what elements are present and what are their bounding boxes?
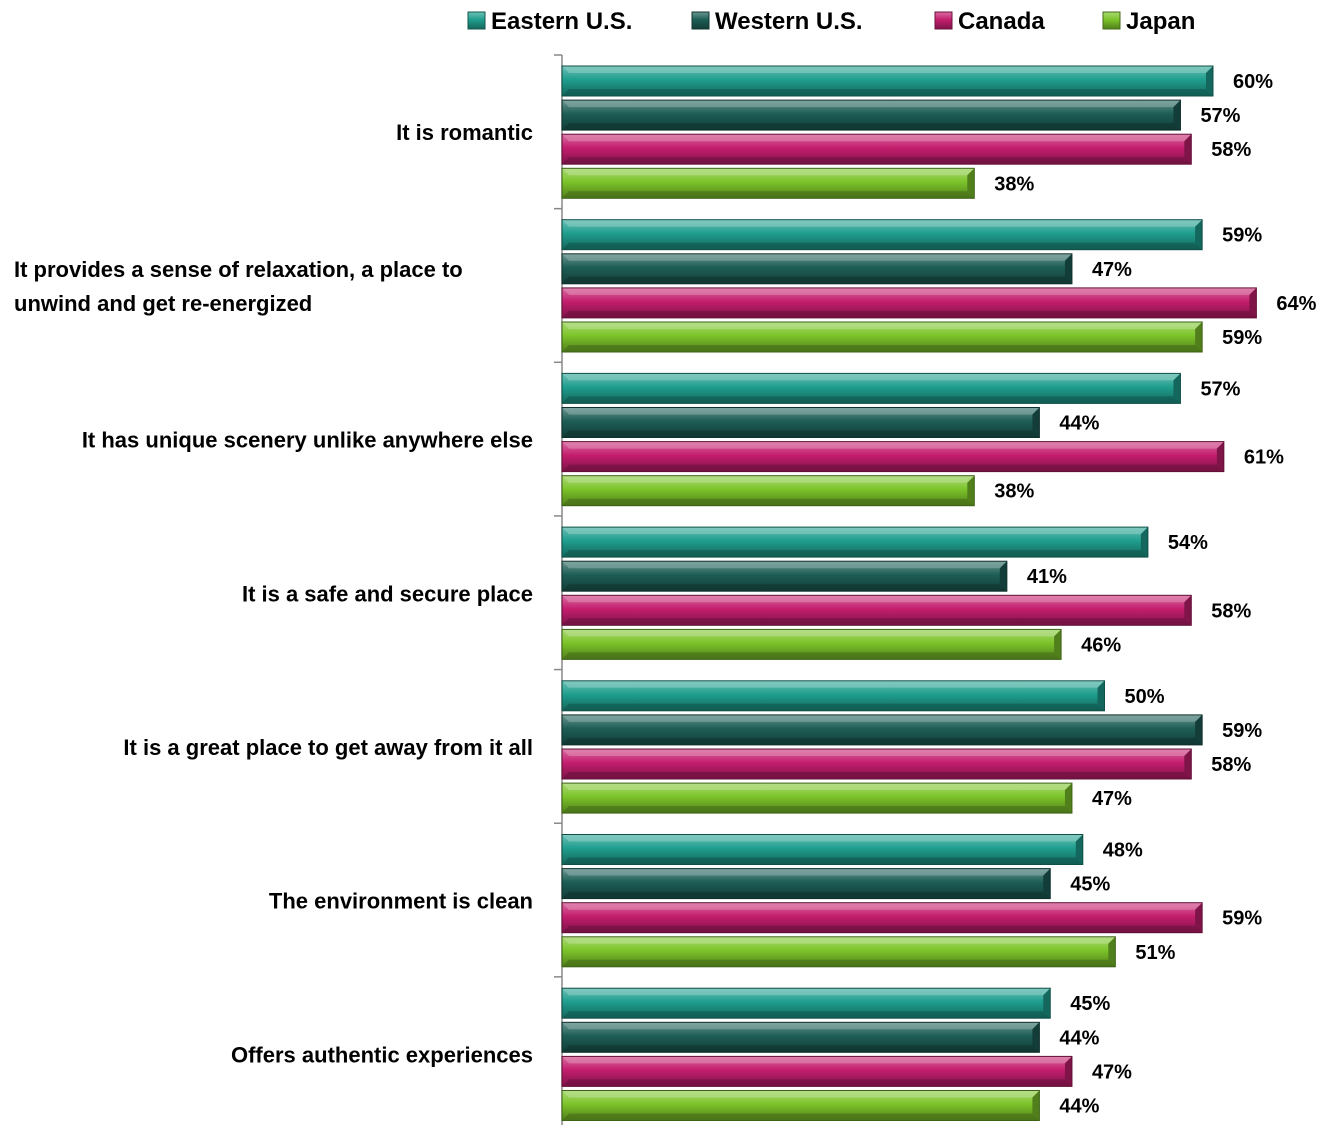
bar-canada <box>561 748 1192 780</box>
value-label: 47% <box>1092 1061 1132 1083</box>
value-label: 45% <box>1070 993 1110 1015</box>
value-label: 59% <box>1222 908 1262 930</box>
legend-label-eastern-u-s: Eastern U.S. <box>491 8 632 35</box>
bar-western-u-s <box>561 560 1008 592</box>
bar-eastern-u-s <box>561 834 1084 865</box>
bar-eastern-u-s <box>561 65 1214 97</box>
bar-japan <box>561 782 1073 814</box>
value-label: 59% <box>1222 225 1262 247</box>
bars <box>561 65 1257 1121</box>
bar-japan <box>561 475 975 507</box>
legend-swatch-canada <box>934 11 953 30</box>
value-label: 64% <box>1276 293 1316 315</box>
bar-canada <box>561 1055 1073 1087</box>
value-label: 50% <box>1125 686 1165 708</box>
value-label: 61% <box>1244 447 1284 469</box>
value-label: 38% <box>994 173 1034 195</box>
bar-canada <box>561 902 1203 934</box>
legend: Eastern U.S. Western U.S. Canada Japan <box>467 8 1195 35</box>
bar-japan <box>561 1090 1040 1121</box>
bar-canada <box>561 594 1192 626</box>
bar-canada <box>561 441 1225 473</box>
value-label: 44% <box>1059 1027 1099 1049</box>
value-label: 47% <box>1092 259 1132 281</box>
bar-canada <box>561 287 1257 319</box>
bar-eastern-u-s <box>561 680 1105 712</box>
bar-western-u-s <box>561 868 1051 900</box>
bar-eastern-u-s <box>561 219 1203 251</box>
bar-western-u-s <box>561 714 1203 746</box>
category-label: It is a safe and secure place <box>242 581 533 606</box>
category-label: Offers authentic experiences <box>231 1042 533 1067</box>
legend-label-japan: Japan <box>1126 8 1195 35</box>
value-label: 59% <box>1222 327 1262 349</box>
bar-western-u-s <box>561 407 1040 438</box>
category-label: It has unique scenery unlike anywhere el… <box>82 428 533 453</box>
value-label: 59% <box>1222 720 1262 742</box>
value-label: 51% <box>1135 942 1175 964</box>
category-label: It is a great place to get away from it … <box>123 735 533 760</box>
value-label: 44% <box>1059 413 1099 435</box>
category-labels: It is romantic It provides a sense of rel… <box>14 120 533 1067</box>
bar-eastern-u-s <box>561 526 1149 558</box>
legend-swatch-eastern-u-s <box>467 11 486 30</box>
value-label: 46% <box>1081 634 1121 656</box>
bar-japan <box>561 936 1116 968</box>
value-label: 45% <box>1070 874 1110 896</box>
legend-swatch-japan <box>1102 11 1121 30</box>
bar-japan <box>561 167 975 199</box>
bar-japan <box>561 321 1203 353</box>
legend-label-canada: Canada <box>958 8 1045 35</box>
value-label: 60% <box>1233 71 1273 93</box>
legend-label-western-u-s: Western U.S. <box>715 8 863 35</box>
category-axis <box>554 54 563 1125</box>
value-label: 54% <box>1168 532 1208 554</box>
bar-western-u-s <box>561 1021 1040 1053</box>
value-label: 48% <box>1103 840 1143 862</box>
category-label: It provides a sense of relaxation, a pla… <box>14 257 463 316</box>
category-label: The environment is clean <box>269 889 533 914</box>
value-label: 58% <box>1211 139 1251 161</box>
legend-swatch-western-u-s <box>691 11 710 30</box>
category-label: It is romantic <box>396 120 533 145</box>
value-label: 38% <box>994 481 1034 503</box>
value-label: 44% <box>1059 1096 1099 1118</box>
value-label: 58% <box>1211 754 1251 776</box>
value-labels: 60% 57% 58% 38% 59% 47% 64% 59% 57% 44% 61% 38% 54% 4… <box>994 71 1316 1118</box>
bar-japan <box>561 628 1062 660</box>
bar-eastern-u-s <box>561 987 1051 1019</box>
bar-western-u-s <box>561 99 1181 131</box>
value-label: 41% <box>1027 566 1067 588</box>
value-label: 47% <box>1092 788 1132 810</box>
bar-eastern-u-s <box>561 372 1181 404</box>
value-label: 58% <box>1211 600 1251 622</box>
value-label: 57% <box>1200 378 1240 400</box>
value-label: 57% <box>1200 105 1240 127</box>
bar-western-u-s <box>561 253 1073 285</box>
bar-canada <box>561 133 1192 165</box>
